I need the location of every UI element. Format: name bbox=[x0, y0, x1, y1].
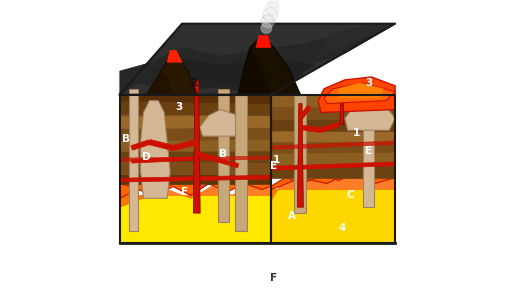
Polygon shape bbox=[120, 156, 271, 161]
Polygon shape bbox=[271, 141, 395, 149]
Polygon shape bbox=[297, 104, 303, 207]
Polygon shape bbox=[238, 36, 301, 95]
Polygon shape bbox=[271, 189, 395, 243]
Polygon shape bbox=[120, 102, 271, 115]
Polygon shape bbox=[131, 140, 150, 150]
Text: A: A bbox=[288, 211, 295, 221]
Polygon shape bbox=[120, 92, 271, 104]
Polygon shape bbox=[271, 119, 395, 132]
Polygon shape bbox=[271, 172, 395, 201]
Polygon shape bbox=[236, 95, 247, 231]
Polygon shape bbox=[120, 24, 395, 95]
Circle shape bbox=[263, 7, 278, 22]
Polygon shape bbox=[300, 125, 322, 133]
Polygon shape bbox=[120, 184, 271, 207]
Polygon shape bbox=[318, 77, 395, 112]
Polygon shape bbox=[271, 172, 395, 189]
Circle shape bbox=[268, 0, 279, 8]
Polygon shape bbox=[120, 161, 271, 175]
Polygon shape bbox=[339, 83, 383, 98]
Text: F: F bbox=[181, 187, 188, 197]
Polygon shape bbox=[173, 139, 198, 151]
Polygon shape bbox=[271, 95, 395, 107]
Text: E: E bbox=[270, 161, 278, 171]
Polygon shape bbox=[120, 175, 271, 184]
Text: 1: 1 bbox=[273, 155, 281, 165]
Polygon shape bbox=[120, 127, 271, 141]
Polygon shape bbox=[132, 157, 197, 163]
Polygon shape bbox=[146, 71, 173, 95]
Polygon shape bbox=[324, 83, 395, 104]
Polygon shape bbox=[271, 95, 395, 178]
Polygon shape bbox=[271, 162, 395, 170]
Polygon shape bbox=[271, 130, 395, 142]
Polygon shape bbox=[167, 50, 182, 62]
Polygon shape bbox=[153, 59, 315, 95]
Polygon shape bbox=[298, 105, 311, 120]
Polygon shape bbox=[108, 0, 404, 296]
Text: 2: 2 bbox=[190, 78, 198, 88]
Polygon shape bbox=[345, 101, 395, 130]
Polygon shape bbox=[120, 178, 271, 198]
Text: 4: 4 bbox=[338, 223, 346, 233]
Polygon shape bbox=[120, 95, 271, 184]
Polygon shape bbox=[149, 139, 174, 151]
Polygon shape bbox=[120, 24, 395, 95]
Text: 3: 3 bbox=[365, 78, 372, 88]
Polygon shape bbox=[271, 166, 395, 178]
Text: 1: 1 bbox=[353, 128, 360, 138]
Text: B: B bbox=[122, 134, 130, 144]
Polygon shape bbox=[256, 36, 271, 47]
Polygon shape bbox=[120, 175, 271, 182]
Polygon shape bbox=[129, 89, 138, 231]
Polygon shape bbox=[294, 95, 306, 213]
Polygon shape bbox=[315, 24, 395, 59]
Polygon shape bbox=[218, 89, 229, 222]
Text: F: F bbox=[270, 273, 278, 283]
Polygon shape bbox=[238, 47, 271, 95]
Polygon shape bbox=[194, 80, 200, 213]
Polygon shape bbox=[200, 110, 244, 136]
Polygon shape bbox=[271, 141, 395, 153]
Polygon shape bbox=[120, 149, 271, 163]
Polygon shape bbox=[271, 107, 395, 120]
Circle shape bbox=[261, 15, 274, 28]
Polygon shape bbox=[120, 139, 271, 151]
Text: C: C bbox=[347, 190, 354, 200]
Text: D: D bbox=[142, 152, 151, 162]
Polygon shape bbox=[146, 50, 197, 95]
Text: E: E bbox=[365, 146, 372, 156]
Text: 3: 3 bbox=[176, 102, 183, 112]
Text: B: B bbox=[220, 149, 227, 159]
Polygon shape bbox=[120, 115, 271, 128]
Polygon shape bbox=[120, 195, 271, 243]
Polygon shape bbox=[321, 122, 339, 133]
Circle shape bbox=[266, 2, 279, 15]
Polygon shape bbox=[271, 152, 395, 165]
Polygon shape bbox=[362, 112, 374, 207]
Circle shape bbox=[261, 23, 272, 33]
Polygon shape bbox=[196, 152, 218, 162]
Polygon shape bbox=[217, 158, 239, 168]
Polygon shape bbox=[340, 98, 344, 124]
Polygon shape bbox=[141, 101, 170, 198]
